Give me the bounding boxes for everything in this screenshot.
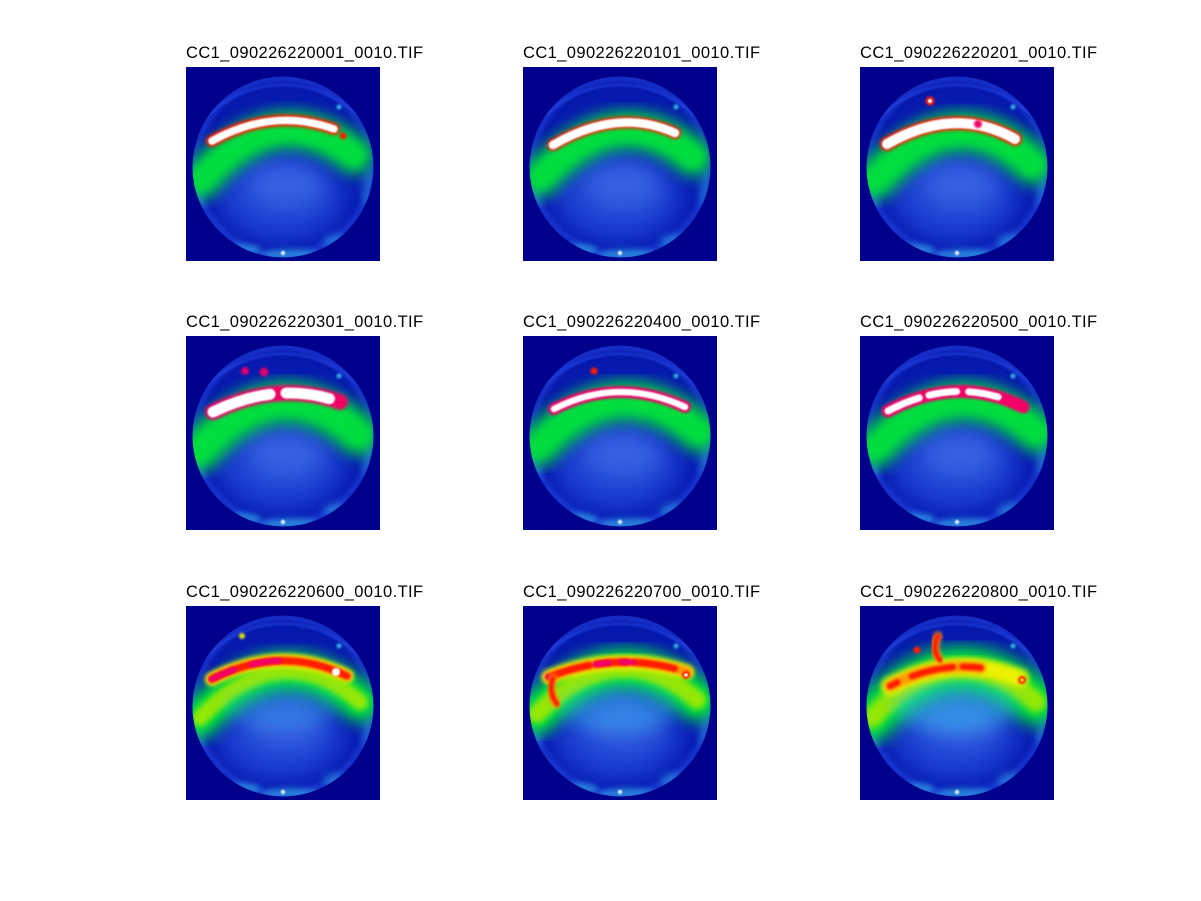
aurora-panel-6	[860, 336, 1054, 530]
allsky-image	[860, 67, 1054, 261]
fisheye-disk	[192, 615, 374, 797]
aurora-panel-9	[860, 606, 1054, 800]
panel-title: CC1_090226220101_0010.TIF	[523, 44, 761, 62]
allsky-image	[186, 336, 380, 530]
allsky-image	[523, 606, 717, 800]
panel-title: CC1_090226220500_0010.TIF	[860, 313, 1098, 331]
panel-title: CC1_090226220700_0010.TIF	[523, 583, 761, 601]
fisheye-disk	[192, 345, 374, 527]
aurora-panel-7	[186, 606, 380, 800]
aurora-panel-3	[860, 67, 1054, 261]
panel-title: CC1_090226220001_0010.TIF	[186, 44, 424, 62]
panel-title: CC1_090226220800_0010.TIF	[860, 583, 1098, 601]
allsky-image	[186, 606, 380, 800]
allsky-image	[860, 336, 1054, 530]
panel-title: CC1_090226220400_0010.TIF	[523, 313, 761, 331]
panel-title: CC1_090226220301_0010.TIF	[186, 313, 424, 331]
fisheye-disk	[866, 615, 1048, 797]
aurora-panel-1	[186, 67, 380, 261]
aurora-panel-4	[186, 336, 380, 530]
aurora-panel-8	[523, 606, 717, 800]
allsky-image	[523, 336, 717, 530]
fisheye-disk	[529, 615, 711, 797]
allsky-image	[523, 67, 717, 261]
panel-title: CC1_090226220201_0010.TIF	[860, 44, 1098, 62]
aurora-panel-5	[523, 336, 717, 530]
fisheye-disk	[529, 345, 711, 527]
panel-title: CC1_090226220600_0010.TIF	[186, 583, 424, 601]
fisheye-disk	[866, 76, 1048, 258]
allsky-image	[186, 67, 380, 261]
aurora-panel-2	[523, 67, 717, 261]
allsky-image	[860, 606, 1054, 800]
